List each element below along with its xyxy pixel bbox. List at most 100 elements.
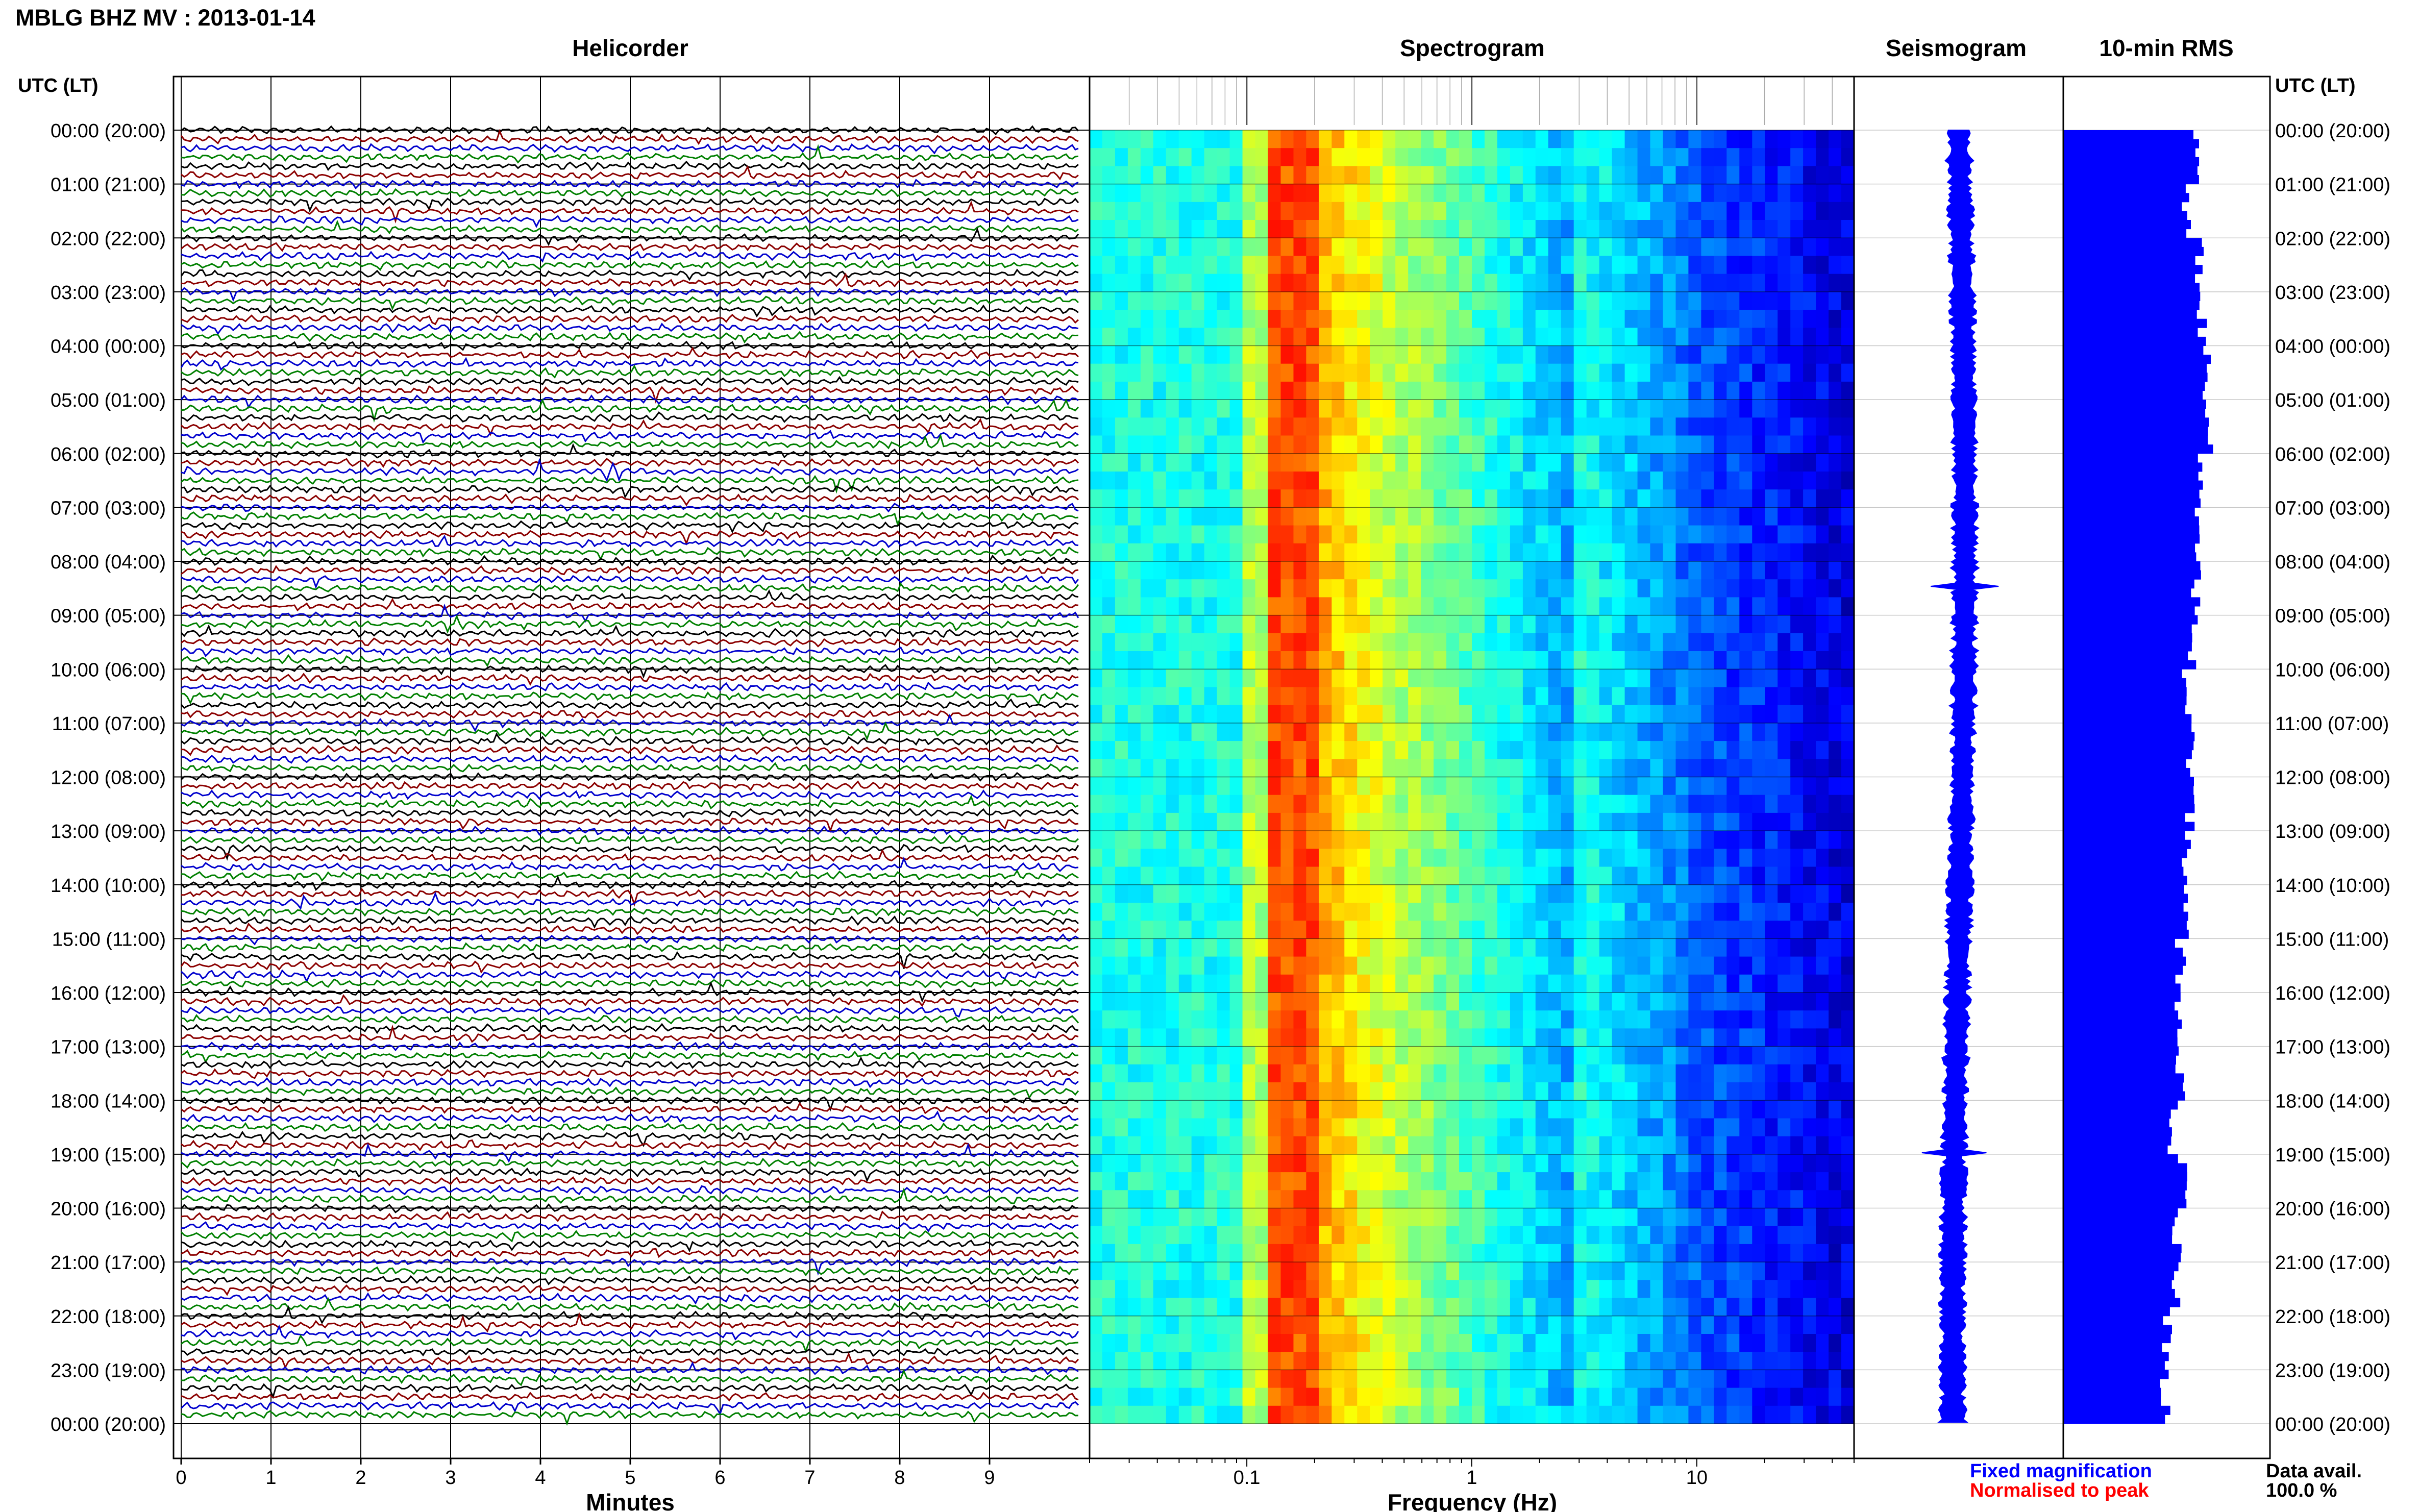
spectrogram-cell — [1612, 777, 1625, 796]
spectrogram-cell — [1548, 903, 1562, 921]
spectrogram-cell — [1663, 1370, 1676, 1389]
spectrogram-cell — [1421, 363, 1434, 382]
spectrogram-cell — [1395, 328, 1409, 346]
spectrogram-cell — [1153, 1244, 1167, 1262]
rms-bar — [2063, 1298, 2181, 1307]
spectrogram-cell — [1497, 795, 1511, 813]
spectrogram-cell — [1255, 795, 1269, 813]
spectrogram-cell — [1217, 1082, 1230, 1101]
spectrogram-cell — [1586, 417, 1600, 436]
spectrogram-cell — [1115, 1046, 1128, 1065]
spectrogram-cell — [1217, 291, 1230, 310]
helicorder-trace-line — [181, 1176, 1079, 1186]
spectrogram-cell — [1268, 561, 1281, 580]
spectrogram-cell — [1370, 400, 1383, 418]
spectrogram-cell — [1153, 1190, 1167, 1209]
spectrogram-cell — [1191, 1136, 1205, 1155]
data-availability-label: Data avail. — [2266, 1460, 2362, 1482]
spectrogram-cell — [1395, 1405, 1409, 1424]
spectrogram-cell — [1383, 148, 1396, 166]
spectrogram-cell — [1841, 1082, 1855, 1101]
spectrogram-cell — [1472, 633, 1485, 652]
spectrogram-cell — [1637, 956, 1651, 975]
spectrogram-cell — [1714, 1280, 1727, 1299]
spectrogram-cell — [1829, 938, 1842, 957]
spectrogram-cell — [1497, 669, 1511, 688]
helicorder-trace-line — [181, 1086, 1079, 1100]
spectrogram-cell — [1485, 1316, 1498, 1334]
spectrogram-cell — [1790, 130, 1804, 148]
spectrogram-cell — [1357, 1244, 1370, 1262]
spectrogram-cell — [1293, 1154, 1307, 1173]
spectrogram-cell — [1548, 453, 1562, 472]
spectrogram-cell — [1434, 812, 1447, 831]
spectrogram-cell — [1383, 669, 1396, 688]
spectrogram-cell — [1166, 669, 1179, 688]
spectrogram-cell — [1408, 489, 1421, 508]
spectrogram-cell — [1599, 472, 1613, 490]
spectrogram-cell — [1090, 831, 1103, 849]
spectrogram-cell — [1816, 489, 1829, 508]
spectrogram-cell — [1357, 1172, 1370, 1191]
spectrogram-cell — [1522, 256, 1536, 275]
spectrogram-cell — [1127, 795, 1141, 813]
spectrogram-cell — [1841, 651, 1855, 670]
spectrogram-cell — [1115, 633, 1128, 652]
spectrogram-cell — [1472, 723, 1485, 741]
spectrogram-cell — [1319, 1387, 1332, 1406]
spectrogram-cell — [1357, 1405, 1370, 1424]
spectrogram-cell — [1765, 921, 1778, 939]
spectrogram-cell — [1204, 993, 1218, 1011]
spectrogram-cell — [1663, 1010, 1676, 1029]
spectrogram-cell — [1446, 1226, 1460, 1245]
spectrogram-cell — [1841, 1154, 1855, 1173]
spectrogram-cell — [1242, 993, 1256, 1011]
spectrogram-cell — [1217, 1064, 1230, 1083]
spectrogram-cell — [1510, 291, 1523, 310]
spectrogram-cell — [1446, 130, 1460, 148]
spectrogram-cell — [1522, 543, 1536, 562]
spectrogram-cell — [1522, 1046, 1536, 1065]
helicorder-trace-line — [181, 430, 1079, 444]
spectrogram-cell — [1344, 795, 1357, 813]
helicorder-trace-line — [181, 323, 1079, 335]
spectrogram-cell — [1178, 1352, 1192, 1370]
spectrogram-cell — [1217, 921, 1230, 939]
spectrogram-cell — [1714, 705, 1727, 724]
spectrogram-cell — [1191, 812, 1205, 831]
spectrogram-cell — [1344, 1190, 1357, 1209]
spectrogram-cell — [1090, 148, 1103, 166]
spectrogram-cell — [1739, 849, 1752, 867]
hour-label-left: 22:00 (18:00) — [51, 1306, 166, 1328]
spectrogram-cell — [1268, 400, 1281, 418]
hour-label-left: 15:00 (11:00) — [52, 929, 166, 950]
spectrogram-cell — [1472, 435, 1485, 454]
spectrogram-cell — [1752, 220, 1765, 238]
hour-label-right: 00:00 (20:00) — [2275, 1414, 2390, 1435]
spectrogram-cell — [1255, 1298, 1269, 1317]
spectrogram-cell — [1510, 1226, 1523, 1245]
spectrogram-cell — [1765, 723, 1778, 741]
spectrogram-cell — [1650, 1387, 1664, 1406]
spectrogram-cell — [1548, 687, 1562, 706]
spectrogram-cell — [1599, 866, 1613, 885]
spectrogram-cell — [1357, 651, 1370, 670]
spectrogram-cell — [1217, 417, 1230, 436]
spectrogram-cell — [1242, 1046, 1256, 1065]
spectrogram-cell — [1178, 291, 1192, 310]
spectrogram-cell — [1548, 435, 1562, 454]
spectrogram-cell — [1675, 345, 1689, 364]
spectrogram-cell — [1650, 453, 1664, 472]
spectrogram-cell — [1383, 238, 1396, 257]
spectrogram-cell — [1726, 543, 1740, 562]
spectrogram-cell — [1675, 812, 1689, 831]
helicorder-trace-line — [181, 681, 1079, 692]
spectrogram-cell — [1115, 1154, 1128, 1173]
spectrogram-cell — [1204, 849, 1218, 867]
spectrogram-cell — [1624, 795, 1638, 813]
spectrogram-cell — [1701, 777, 1714, 796]
spectrogram-cell — [1421, 1280, 1434, 1299]
spectrogram-cell — [1586, 1280, 1600, 1299]
spectrogram-cell — [1739, 1046, 1752, 1065]
spectrogram-cell — [1357, 1136, 1370, 1155]
